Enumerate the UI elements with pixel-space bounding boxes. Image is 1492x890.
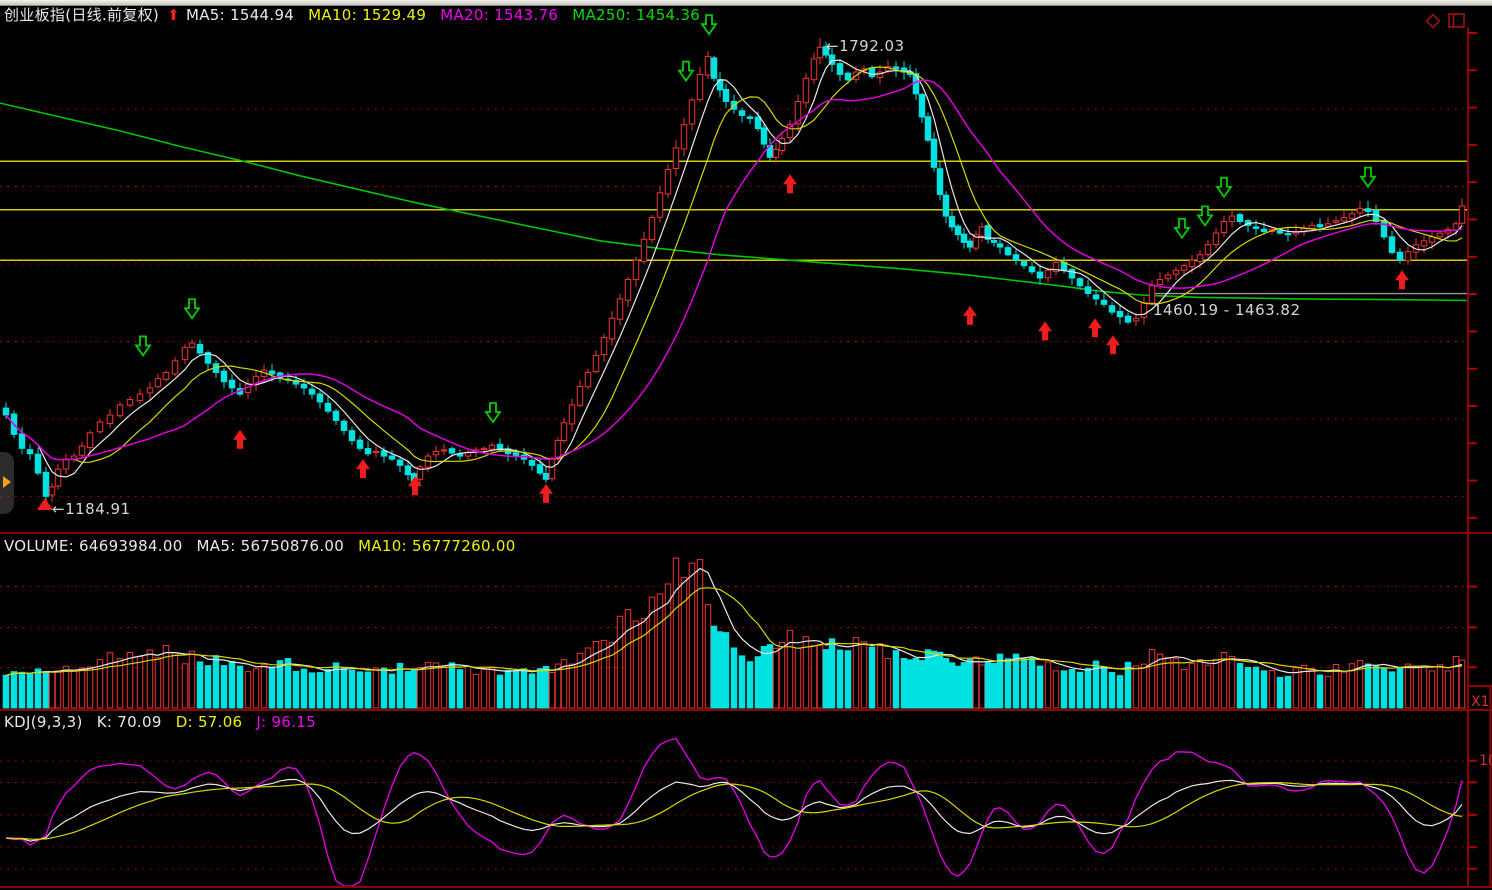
high-price-annotation: ←1792.03 [826, 37, 905, 55]
kdj-j-value: J: 96.15 [256, 713, 316, 731]
ma20-value: MA20: 1543.76 [440, 6, 559, 24]
volume-ma10-line [5, 587, 1463, 676]
kdj-k-value: K: 70.09 [96, 713, 162, 731]
low-point-marker [37, 498, 53, 510]
range-annotation: 1460.19 - 1463.82 [1153, 301, 1301, 319]
kdj-d-value: D: 57.06 [175, 713, 243, 731]
price-up-arrow-icon: ⬆ [167, 6, 180, 24]
kdj-name: KDJ(9,3,3) [4, 713, 83, 731]
ma5-line [5, 59, 1463, 478]
volume-header: VOLUME: 64693984.00 MA5: 56750876.00 MA10:… [4, 537, 530, 556]
sell-signal-arrows [134, 14, 1377, 424]
volume-ma5-value: MA5: 56750876.00 [196, 537, 345, 555]
volume-scale-label: X1 [1471, 694, 1490, 710]
kdj-axis-label: 100 [1479, 753, 1492, 769]
ma250-value: MA250: 1454.36 [572, 6, 701, 24]
diamond-icon[interactable] [1424, 12, 1442, 30]
kdj-gridlines [0, 760, 1468, 870]
ma5-value: MA5: 1544.94 [185, 6, 295, 24]
kdj-k-line [5, 778, 1463, 842]
volume-ma5-line [5, 567, 1463, 676]
panel-borders [0, 27, 1492, 888]
buy-signal-arrows [233, 174, 1409, 503]
ma10-value: MA10: 1529.49 [308, 6, 427, 24]
volume-bars [2, 557, 1466, 709]
kdj-d-line [5, 781, 1463, 840]
ma20-line [5, 79, 1463, 461]
kdj-header: KDJ(9,3,3) K: 70.09 D: 57.06 J: 96.15 [4, 713, 330, 732]
ma250-line [0, 102, 1468, 302]
axis-ticks [1468, 32, 1477, 870]
low-price-annotation: ←1184.91 [52, 500, 131, 518]
split-window-icon[interactable] [1447, 12, 1467, 30]
ma10-line [5, 66, 1463, 463]
window-top-strip [0, 0, 1492, 6]
volume-ma10-value: MA10: 56777260.00 [358, 537, 516, 555]
horizontal-level-lines [0, 160, 1468, 262]
candlestick-series [2, 38, 1466, 508]
left-panel-handle[interactable] [0, 452, 14, 514]
instrument-title: 创业板指(日线.前复权) [4, 6, 160, 24]
expand-arrow-icon [3, 476, 11, 488]
volume-value: VOLUME: 64693984.00 [4, 537, 183, 555]
panel-controls [1424, 12, 1467, 30]
main-chart-header: 创业板指(日线.前复权) ⬆ MA5: 1544.94 MA10: 1529.49 MA… [4, 6, 714, 25]
kdj-j-line [5, 737, 1463, 887]
